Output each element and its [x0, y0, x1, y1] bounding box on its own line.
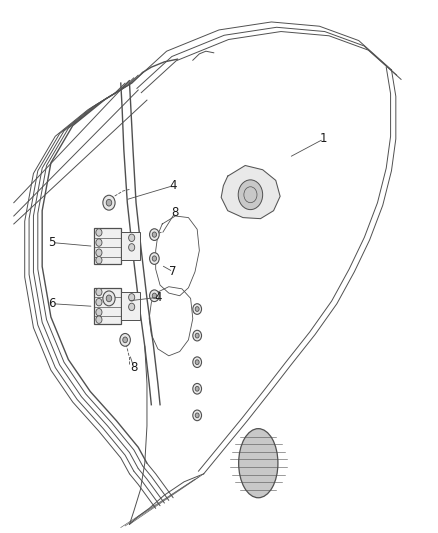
Circle shape	[120, 334, 131, 346]
Circle shape	[103, 195, 115, 210]
Circle shape	[150, 229, 159, 240]
Circle shape	[106, 295, 112, 302]
Circle shape	[193, 304, 201, 314]
Bar	[121, 292, 141, 320]
Circle shape	[195, 333, 199, 338]
Circle shape	[96, 316, 102, 324]
Bar	[94, 228, 121, 264]
Circle shape	[195, 360, 199, 365]
Text: 1: 1	[320, 132, 328, 146]
Text: 8: 8	[130, 361, 138, 374]
Circle shape	[150, 290, 159, 302]
Circle shape	[150, 253, 159, 264]
Circle shape	[103, 291, 115, 306]
Circle shape	[152, 232, 156, 237]
Circle shape	[96, 249, 102, 256]
Text: 6: 6	[49, 297, 56, 310]
Circle shape	[193, 330, 201, 341]
Text: 4: 4	[170, 179, 177, 192]
Text: 8: 8	[172, 206, 179, 219]
Ellipse shape	[239, 429, 278, 498]
Bar	[94, 288, 121, 324]
Circle shape	[129, 234, 135, 241]
Circle shape	[193, 357, 201, 368]
Circle shape	[129, 294, 135, 301]
Circle shape	[96, 288, 102, 296]
Circle shape	[193, 410, 201, 421]
Circle shape	[195, 386, 199, 391]
Circle shape	[96, 256, 102, 264]
Circle shape	[96, 298, 102, 306]
Circle shape	[129, 303, 135, 311]
Bar	[121, 232, 141, 260]
Circle shape	[193, 383, 201, 394]
Circle shape	[129, 244, 135, 251]
Circle shape	[152, 293, 156, 298]
Text: 4: 4	[154, 291, 162, 304]
Circle shape	[123, 337, 127, 343]
Circle shape	[195, 306, 199, 311]
Text: 7: 7	[170, 265, 177, 278]
Circle shape	[96, 239, 102, 246]
Circle shape	[152, 256, 156, 261]
Circle shape	[96, 309, 102, 316]
Polygon shape	[221, 165, 280, 219]
Text: 5: 5	[49, 236, 56, 249]
Circle shape	[106, 199, 112, 206]
Circle shape	[238, 180, 263, 209]
Circle shape	[195, 413, 199, 418]
Circle shape	[96, 229, 102, 236]
